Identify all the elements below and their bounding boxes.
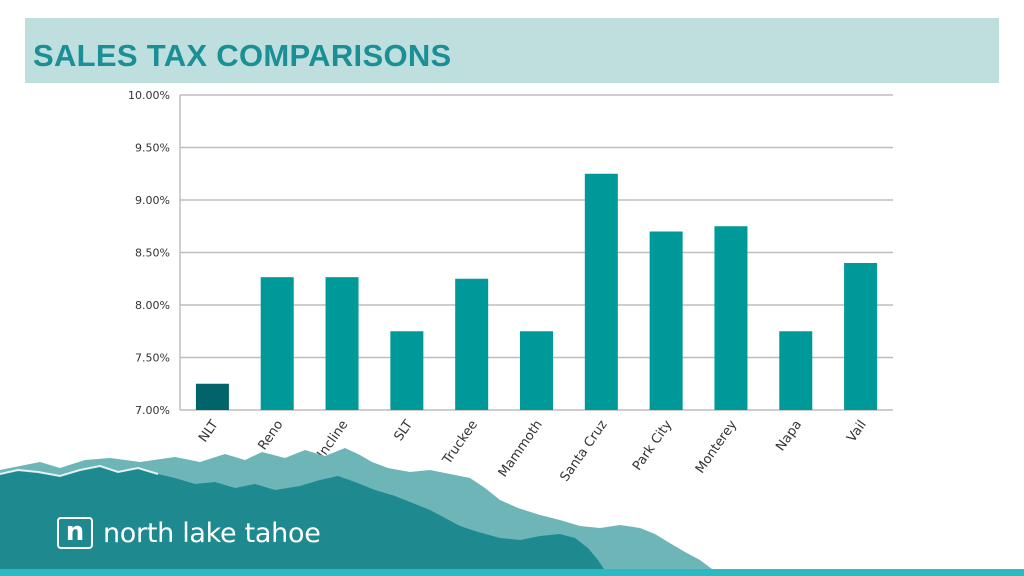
bar-slt: [390, 331, 424, 410]
mountain-front-range: [0, 466, 604, 569]
bar-santa-cruz: [584, 173, 618, 410]
y-tick-label: 8.50%: [135, 247, 170, 260]
bar-vail: [844, 263, 878, 410]
bar-chart: 7.00%7.50%8.00%8.50%9.00%9.50%10.00% NLT…: [128, 89, 893, 485]
y-tick-label: 9.50%: [135, 142, 170, 155]
north-lake-tahoe-logo: n north lake tahoe: [57, 516, 321, 550]
y-tick-label: 7.00%: [135, 404, 170, 417]
mountain-white-ridge: [0, 464, 159, 478]
bar-incline: [325, 277, 359, 410]
y-tick-label: 9.00%: [135, 194, 170, 207]
bar-truckee: [455, 278, 489, 410]
bar-reno: [260, 277, 294, 410]
bottom-accent-bar: [0, 569, 1024, 576]
slide-header: SALES TAX COMPARISONS: [25, 18, 999, 83]
bar-nlt: [195, 383, 229, 410]
y-tick-label: 8.00%: [135, 299, 170, 312]
logo-text: north lake tahoe: [103, 517, 321, 549]
bar-napa: [779, 331, 813, 410]
bar-monterey: [714, 226, 748, 410]
y-tick-label: 7.50%: [135, 352, 170, 365]
y-tick-label: 10.00%: [128, 89, 170, 102]
bar-park-city: [649, 231, 683, 410]
slide-title: SALES TAX COMPARISONS: [33, 38, 452, 73]
bar-mammoth: [520, 331, 553, 410]
logo-mark: n: [57, 517, 93, 549]
